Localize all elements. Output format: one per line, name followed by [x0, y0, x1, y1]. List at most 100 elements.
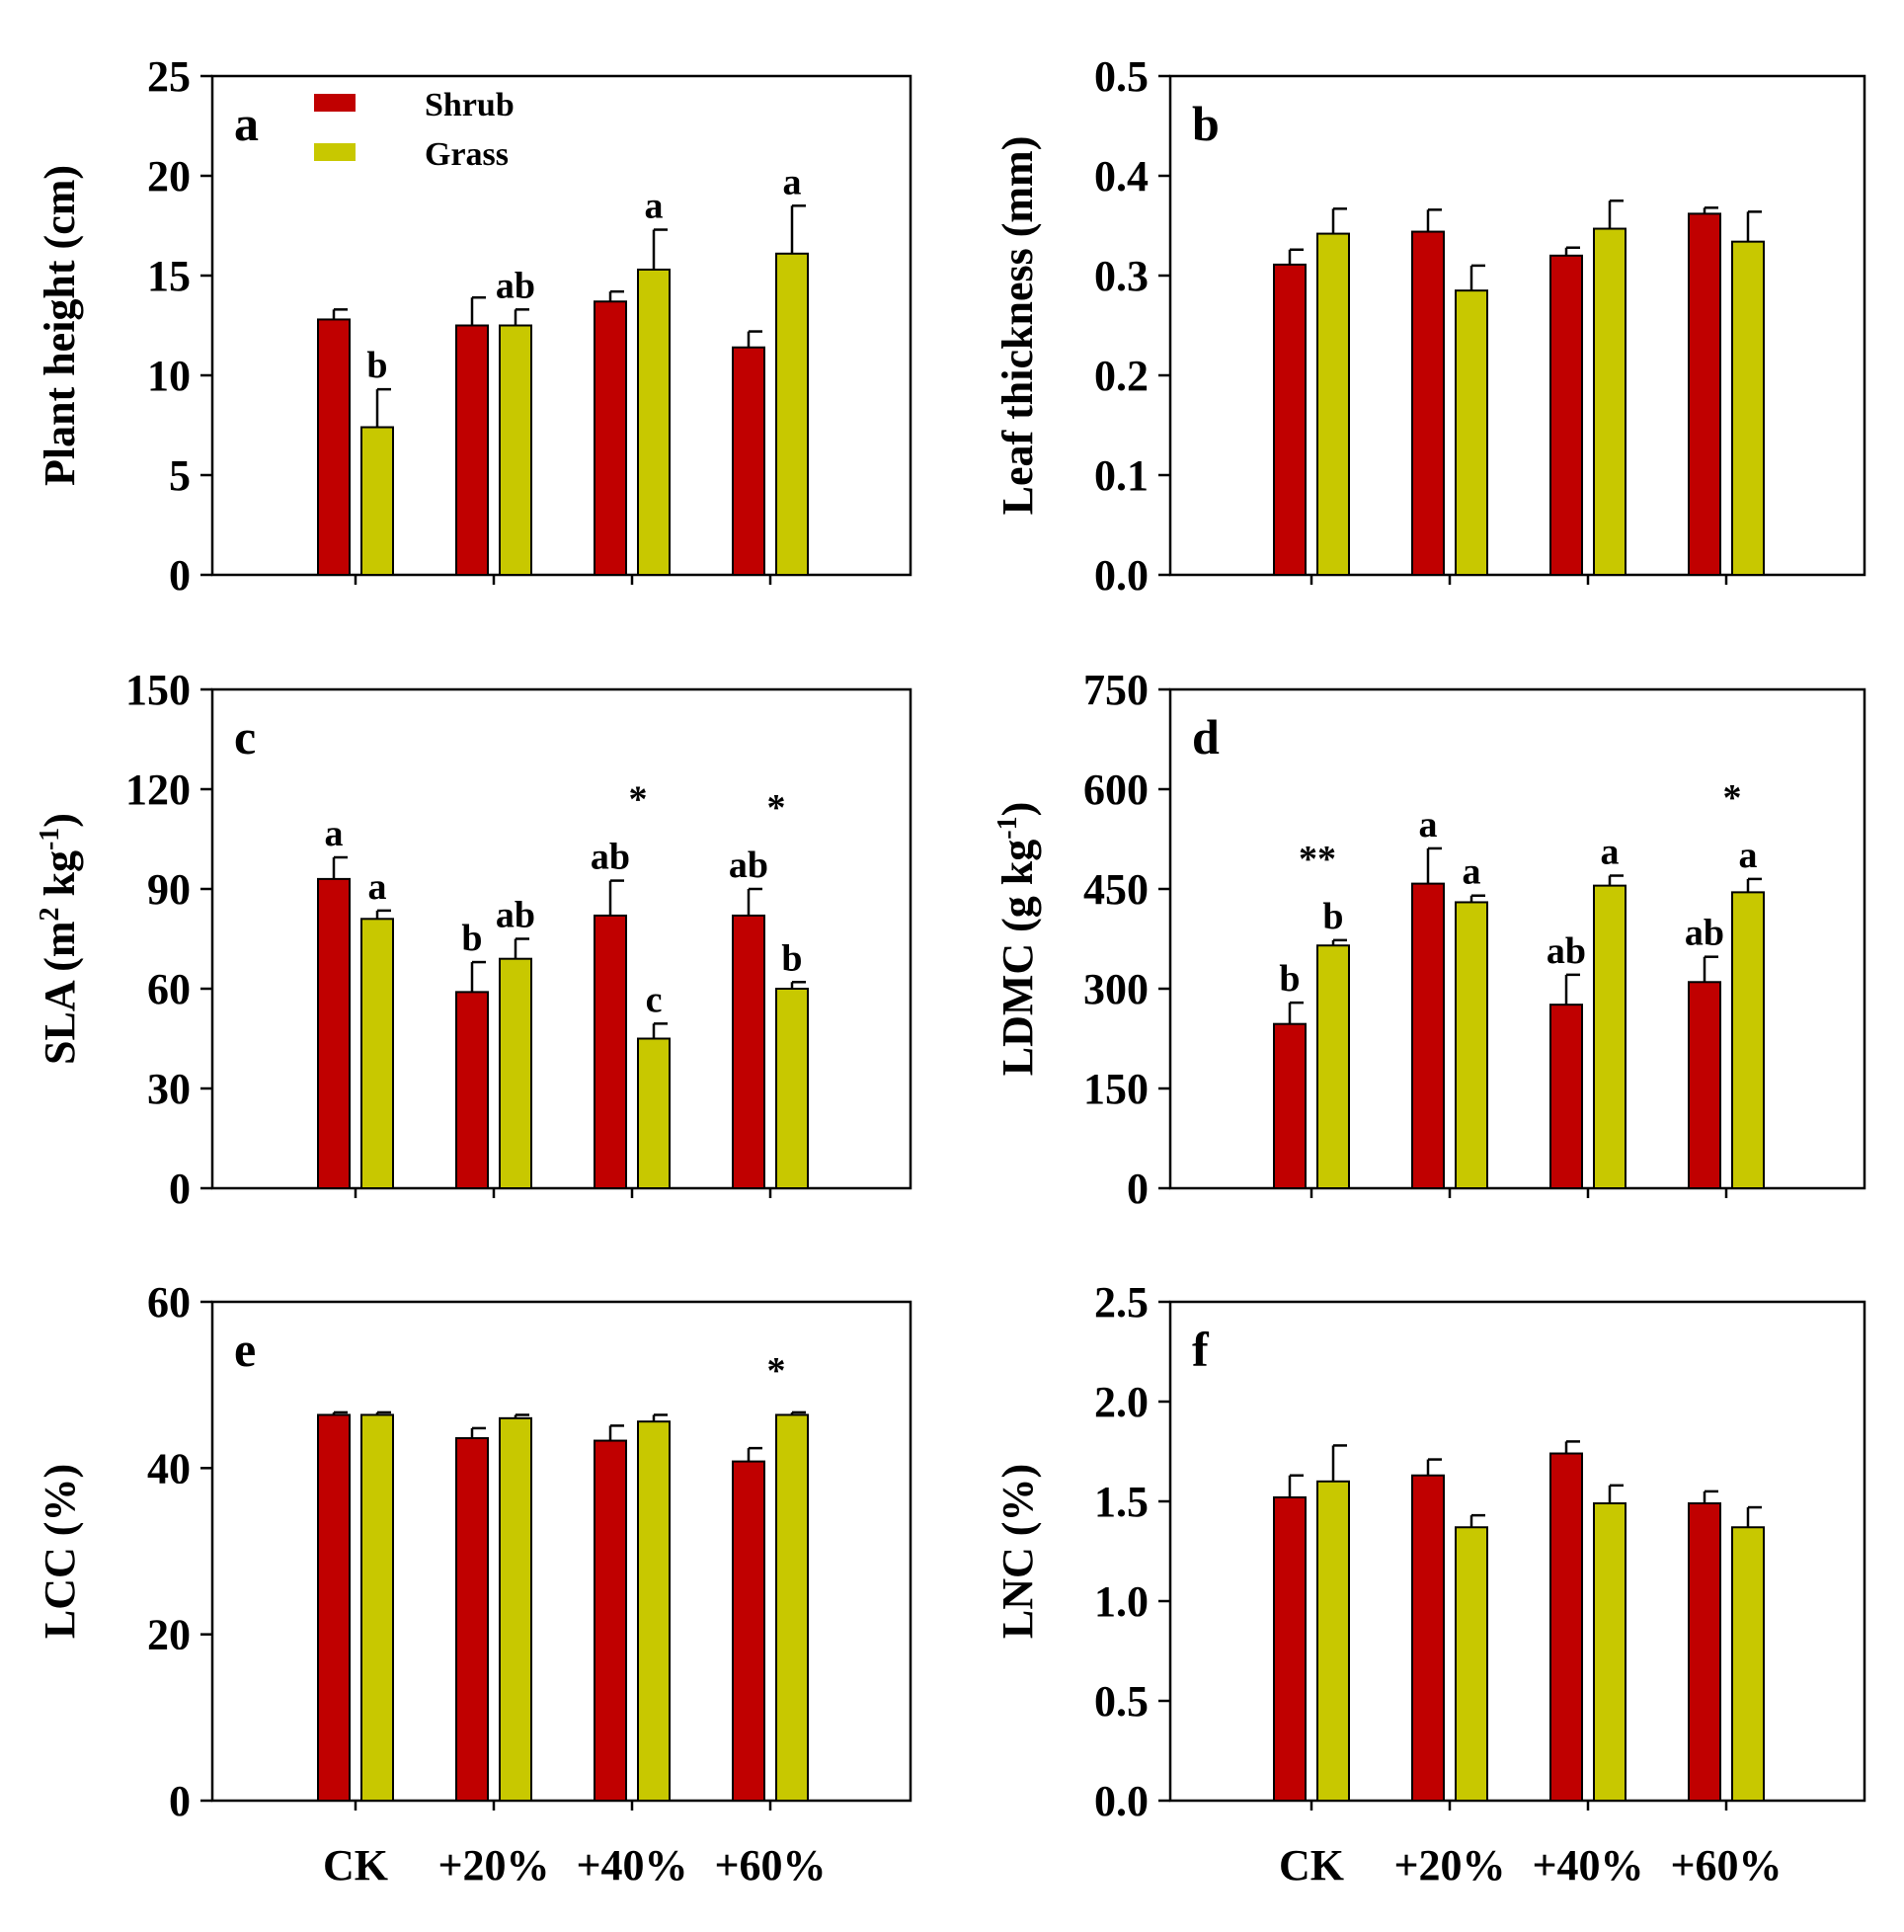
y-tick-label: 0.3 [1094, 252, 1149, 300]
significance-star: * [629, 779, 648, 821]
grass-bar [1316, 944, 1350, 1189]
y-tick-label: 20 [147, 152, 191, 201]
y-tick-label: 0.5 [1094, 52, 1149, 101]
y-tick-label: 60 [147, 965, 191, 1013]
y-axis-label-part: SLA (m [36, 921, 84, 1064]
y-tick-label: 40 [147, 1444, 191, 1492]
significance-letter: a [1419, 804, 1438, 845]
y-tick-label: 120 [125, 765, 191, 814]
shrub-bar [455, 324, 489, 576]
significance-letter: ab [496, 265, 535, 306]
y-tick-label: 90 [147, 865, 191, 914]
grass-bar [1593, 884, 1626, 1190]
shrub-bar [594, 300, 627, 576]
grass-bar [1731, 1526, 1765, 1802]
y-axis-label-part: ) [36, 813, 84, 828]
y-axis-label: LCC (%) [36, 1464, 84, 1639]
shrub-bar [455, 991, 489, 1189]
grass-bar [1455, 289, 1488, 576]
plot-frame [210, 687, 912, 1190]
shrub-bar [1411, 882, 1445, 1189]
y-tick-label: 1.0 [1094, 1577, 1149, 1626]
y-tick-label: 1.5 [1094, 1478, 1149, 1526]
panel-e: 0 20 40 60 CK +20% +40% +60% LCC (%) e * [36, 1278, 912, 1890]
legend: Shrub Grass [314, 87, 515, 173]
shrub-bar [732, 1460, 765, 1802]
shrub-bar [1549, 254, 1583, 576]
plot-frame [1168, 74, 1866, 577]
x-tick-label: +60% [1670, 1841, 1782, 1890]
legend-label: Grass [425, 136, 509, 173]
y-tick-label: 0 [169, 551, 191, 600]
y-axis-label: SLA (m2 kg-1) [35, 813, 84, 1065]
y-tick-label: 30 [147, 1065, 191, 1113]
y-tick-label: 0 [1127, 1165, 1149, 1213]
significance-letter: c [646, 979, 663, 1020]
shrub-bar [594, 1439, 627, 1803]
x-tick-label: CK [323, 1841, 388, 1890]
y-axis-label: Plant height (cm) [36, 165, 84, 486]
grass-bar [1455, 1526, 1488, 1802]
shrub-bar [1411, 1474, 1445, 1802]
significance-letter: ab [591, 837, 630, 878]
panel-letter: d [1192, 709, 1220, 765]
grass-bar [775, 252, 809, 576]
significance-letter: b [366, 345, 387, 386]
significance-star: ** [1299, 839, 1336, 880]
y-tick-label: 2.5 [1094, 1278, 1149, 1327]
legend-swatch-grass [314, 143, 356, 161]
grass-bar [1316, 232, 1350, 577]
shrub-bar [1273, 263, 1307, 576]
y-tick-label: 750 [1083, 666, 1149, 714]
panel-b: 0.0 0.1 0.2 0.3 0.4 0.5 Leaf thickness (mm) b [993, 52, 1866, 600]
grass-bar [360, 918, 394, 1189]
y-axis-label-part: -1 [992, 816, 1023, 839]
grass-bar [637, 268, 671, 576]
significance-letter: a [1463, 851, 1481, 893]
panel-letter: f [1192, 1322, 1210, 1377]
shrub-bar [455, 1437, 489, 1802]
y-axis-label-part: -1 [35, 828, 65, 850]
grass-bar [1593, 227, 1626, 576]
x-tick-label: +40% [1532, 1841, 1643, 1890]
y-axis-label: Leaf thickness (mm) [993, 136, 1042, 516]
plot-frame [210, 1300, 912, 1803]
grass-bar [360, 426, 394, 576]
significance-star: * [767, 787, 786, 829]
y-axis-label-part: LDMC (g kg [993, 840, 1042, 1077]
grass-bar [1731, 891, 1765, 1189]
significance-letter: b [461, 918, 482, 959]
y-axis-label: LNC (%) [993, 1464, 1042, 1639]
x-tick-label: +40% [576, 1841, 687, 1890]
x-tick-label: +60% [714, 1841, 826, 1890]
legend-swatch-shrub [314, 94, 356, 112]
y-tick-label: 20 [147, 1611, 191, 1659]
y-tick-label: 0.0 [1094, 551, 1149, 600]
significance-star: * [767, 1350, 786, 1392]
plot-frame [1168, 1300, 1866, 1803]
shrub-bar [1688, 1502, 1721, 1803]
significance-letter: b [1322, 896, 1343, 937]
y-tick-label: 0.1 [1094, 451, 1149, 500]
shrub-bar [1549, 1004, 1583, 1189]
y-tick-label: 10 [147, 352, 191, 400]
y-axis-label-part: kg [36, 850, 84, 907]
y-tick-label: 0 [169, 1165, 191, 1213]
grass-bar [499, 324, 532, 576]
shrub-bar [1273, 1022, 1307, 1189]
plot-frame [210, 74, 912, 577]
grass-bar [1593, 1502, 1626, 1803]
significance-letter: b [781, 937, 802, 979]
y-tick-label: 15 [147, 252, 191, 300]
y-tick-label: 600 [1083, 765, 1149, 814]
grass-bar [637, 1037, 671, 1189]
plot-frame [1168, 687, 1866, 1190]
y-tick-label: 450 [1083, 865, 1149, 914]
significance-letter: a [368, 866, 387, 908]
x-tick-label: +20% [1393, 1841, 1505, 1890]
grass-bar [1316, 1480, 1350, 1803]
significance-letter: b [1279, 958, 1300, 1000]
shrub-bar [1688, 212, 1721, 576]
